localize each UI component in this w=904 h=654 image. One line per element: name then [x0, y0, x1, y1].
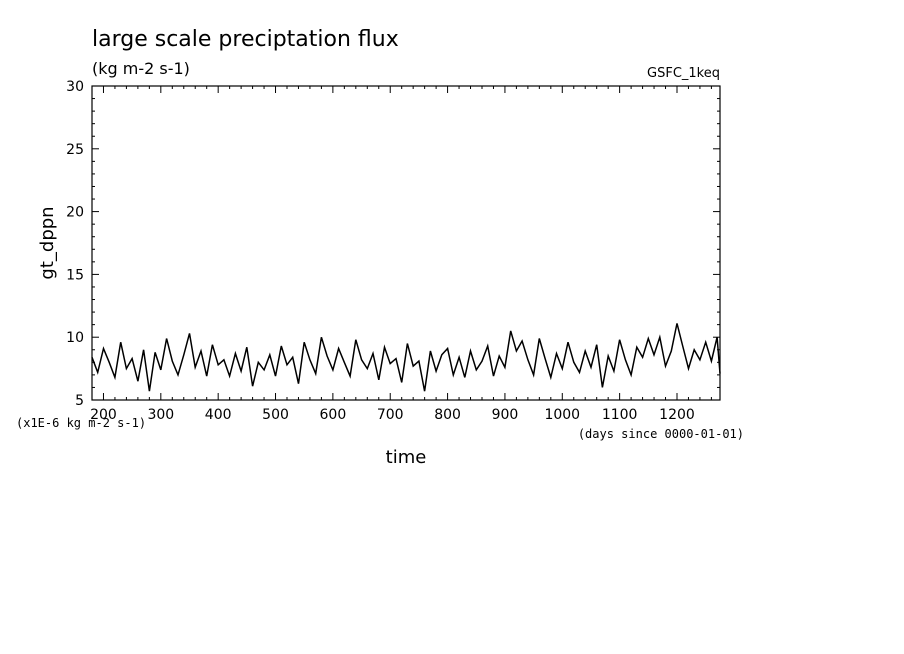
- chart-title: large scale preciptation flux: [92, 27, 399, 52]
- x-tick-label: 1200: [659, 407, 695, 423]
- y-tick-label: 25: [66, 142, 84, 158]
- experiment-tag: GSFC_1keq: [647, 66, 720, 81]
- y-tick-label: 30: [66, 79, 84, 95]
- chart-subtitle: (kg m-2 s-1): [92, 59, 190, 78]
- x-tick-label: 900: [492, 407, 519, 423]
- y-unit-note: (x1E-6 kg m-2 s-1): [16, 416, 146, 430]
- x-tick-label: 600: [320, 407, 347, 423]
- x-unit-note: (days since 0000-01-01): [578, 427, 744, 441]
- x-tick-label: 400: [205, 407, 232, 423]
- x-tick-label: 200: [90, 407, 117, 423]
- x-tick-label: 300: [147, 407, 174, 423]
- y-tick-label: 15: [66, 267, 84, 283]
- y-tick-label: 20: [66, 205, 84, 221]
- axis-ticks: 200 300 400 500 600 700 800 900 1000 1100 1200 5 10 1…: [66, 79, 720, 423]
- x-tick-label: 1100: [602, 407, 638, 423]
- y-tick-label: 5: [75, 393, 84, 409]
- plot-frame: [91, 85, 721, 401]
- x-tick-label: 1000: [544, 407, 580, 423]
- x-tick-label: 800: [434, 407, 461, 423]
- series-layer: [91, 323, 721, 392]
- x-tick-label: 500: [262, 407, 289, 423]
- series-line-0: [91, 323, 721, 392]
- x-tick-label: 700: [377, 407, 404, 423]
- x-axis-label: time: [386, 447, 427, 468]
- y-tick-label: 10: [66, 330, 84, 346]
- y-axis-label: gt_dppn: [37, 206, 58, 279]
